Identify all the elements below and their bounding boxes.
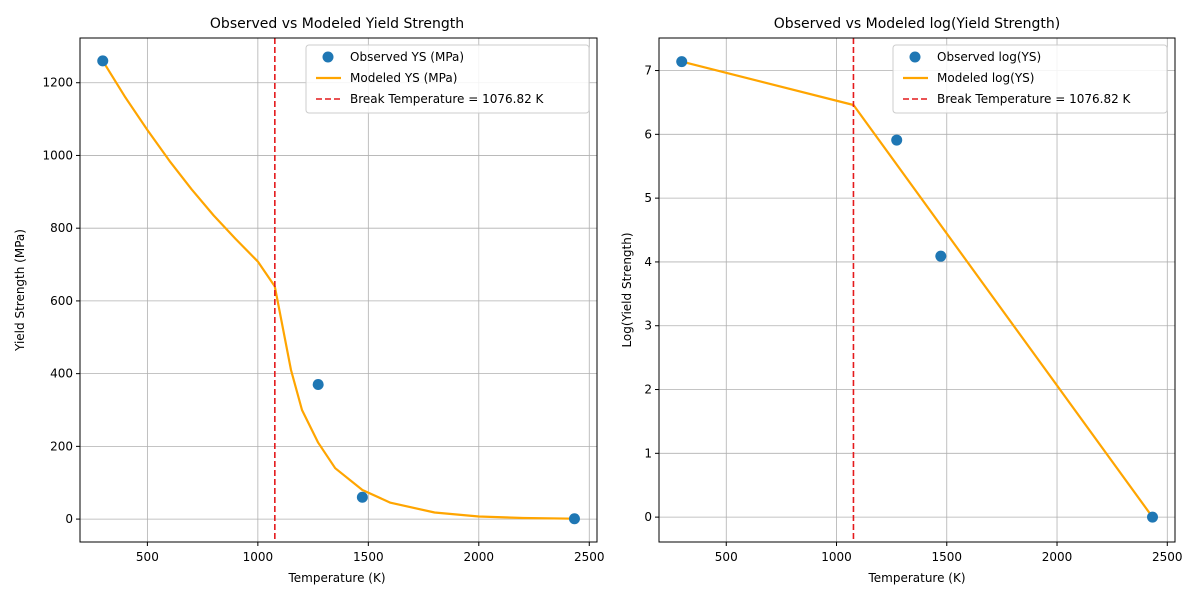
- legend-label: Break Temperature = 1076.82 K: [350, 92, 545, 106]
- chart-title: Observed vs Modeled log(Yield Strength): [774, 16, 1060, 32]
- x-tick-label: 1500: [931, 550, 962, 564]
- observed-point: [568, 513, 580, 525]
- observed-point: [891, 134, 903, 146]
- x-tick-label: 1500: [353, 550, 384, 564]
- y-tick-label: 2: [644, 383, 652, 397]
- legend-label: Observed log(YS): [937, 50, 1041, 64]
- y-tick-label: 3: [644, 319, 652, 333]
- legend: Observed log(YS) Modeled log(YS) Break Tem…: [892, 44, 1168, 114]
- y-tick-label: 1: [644, 446, 652, 460]
- x-tick-label: 1000: [821, 550, 852, 564]
- legend: Observed YS (MPa) Modeled YS (MPa) Break T…: [305, 44, 590, 114]
- plot-frame: [79, 37, 598, 543]
- y-tick-label: 4: [644, 255, 652, 269]
- x-axis-label: Temperature (K): [867, 571, 965, 585]
- log-yield-strength-panel: Observed vs Modeled log(Yield Strength) …: [620, 16, 1183, 585]
- y-tick-label: 600: [50, 294, 73, 308]
- legend-label: Modeled YS (MPa): [350, 71, 457, 85]
- legend-marker: [322, 51, 334, 63]
- legend-label: Modeled log(YS): [937, 71, 1034, 85]
- y-tick-label: 6: [644, 127, 652, 141]
- modeled-line: [101, 60, 575, 520]
- y-tick-label: 7: [644, 64, 652, 78]
- legend-label: Break Temperature = 1076.82 K: [937, 92, 1132, 106]
- plot-frame: [658, 37, 1176, 543]
- y-tick-label: 5: [644, 191, 652, 205]
- x-tick-label: 500: [136, 550, 159, 564]
- x-axis-label: Temperature (K): [287, 571, 385, 585]
- y-tick-label: 1000: [42, 148, 73, 162]
- y-axis-label: Yield Strength (MPa): [13, 229, 27, 352]
- plot-area: [676, 38, 1159, 542]
- legend-box: [892, 44, 1168, 114]
- legend-label: Observed YS (MPa): [350, 50, 464, 64]
- chart-title: Observed vs Modeled Yield Strength: [210, 16, 464, 32]
- observed-point: [676, 56, 688, 68]
- x-tick-label: 2500: [574, 550, 605, 564]
- observed-point: [1147, 511, 1159, 523]
- y-axis-label: Log(Yield Strength): [620, 232, 634, 347]
- y-tick-label: 400: [50, 367, 73, 381]
- y-tick-label: 200: [50, 439, 73, 453]
- observed-point: [935, 250, 947, 262]
- plot-area: [97, 38, 580, 542]
- y-tick-label: 0: [65, 512, 73, 526]
- yield-strength-panel: Observed vs Modeled Yield Strength Tempe…: [13, 16, 605, 585]
- x-tick-label: 1000: [243, 550, 274, 564]
- observed-point: [312, 379, 324, 391]
- x-tick-label: 500: [715, 550, 738, 564]
- legend-marker: [909, 51, 921, 63]
- legend-box: [305, 44, 590, 114]
- x-tick-label: 2000: [1042, 550, 1073, 564]
- grid: [659, 38, 1175, 542]
- x-tick-label: 2000: [464, 550, 495, 564]
- y-tick-label: 1200: [42, 76, 73, 90]
- observed-point: [97, 55, 109, 67]
- y-tick-label: 800: [50, 221, 73, 235]
- observed-point: [356, 491, 368, 503]
- x-tick-label: 2500: [1152, 550, 1183, 564]
- y-tick-label: 0: [644, 510, 652, 524]
